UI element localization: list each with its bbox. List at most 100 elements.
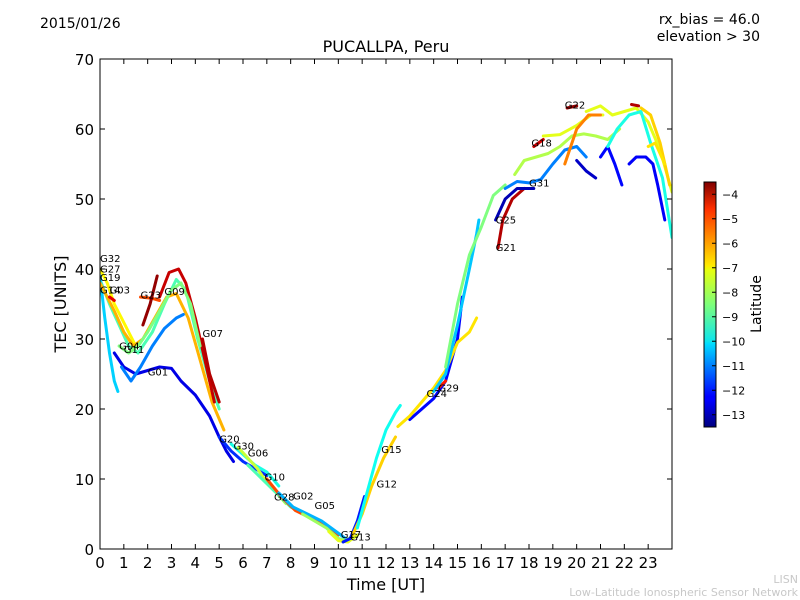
series-line-g12b bbox=[575, 159, 598, 180]
series-line-g23b bbox=[141, 274, 159, 327]
x-tick-label: 1 bbox=[119, 554, 129, 572]
x-tick-label: 0 bbox=[95, 554, 105, 572]
x-tick-label: 19 bbox=[543, 554, 562, 572]
series-line-g15 bbox=[355, 404, 402, 530]
series-line-g19 bbox=[100, 274, 120, 393]
series-line-g23c bbox=[646, 141, 667, 166]
satellite-label-g14: G14 bbox=[100, 286, 120, 297]
x-tick-label: 8 bbox=[286, 554, 296, 572]
series-line-g24 bbox=[408, 295, 464, 421]
satellite-label-g09: G09 bbox=[164, 287, 184, 298]
plot-area bbox=[100, 59, 672, 549]
receiver-info: rx_bias = 46.0 elevation > 30 bbox=[657, 12, 760, 46]
x-tick-label: 3 bbox=[167, 554, 177, 572]
series-line-g15b bbox=[630, 103, 641, 108]
satellite-label-g04: G04 bbox=[119, 342, 139, 353]
x-tick-label: 21 bbox=[591, 554, 610, 572]
credit-short: LISN bbox=[773, 573, 798, 586]
colorbar-ticks: −4 −5 −6 −7 −8 −9 −10 −11 −12 −13 bbox=[712, 188, 745, 422]
colorbar-tick-label: −10 bbox=[722, 335, 745, 348]
satellite-label-g31: G31 bbox=[529, 178, 549, 189]
y-tick-label: 10 bbox=[75, 471, 94, 489]
colorbar-tick-label: −11 bbox=[722, 360, 745, 373]
colorbar-tick-label: −7 bbox=[722, 262, 738, 275]
series-line-g25 bbox=[432, 218, 481, 393]
satellite-label-g28: G28 bbox=[274, 493, 294, 504]
series-line-g18b bbox=[532, 138, 545, 148]
y-tick-label: 60 bbox=[75, 121, 94, 139]
satellite-label-g01: G01 bbox=[148, 367, 168, 378]
x-tick-label: 22 bbox=[615, 554, 634, 572]
colorbar-tick-label: −4 bbox=[722, 188, 738, 201]
series-line-g29b bbox=[436, 379, 448, 390]
series-line-g07 bbox=[201, 337, 221, 404]
satellite-label-g30: G30 bbox=[234, 442, 254, 453]
colorbar-tick-label: −8 bbox=[722, 286, 738, 299]
colorbar-tick-label: −13 bbox=[722, 409, 745, 422]
satellite-label-g06: G06 bbox=[248, 449, 268, 460]
x-tick-label: 15 bbox=[448, 554, 467, 572]
elevation-label: elevation > 30 bbox=[656, 29, 760, 45]
series-line-g09 bbox=[158, 267, 216, 404]
series-line-g22c bbox=[584, 104, 672, 194]
satellite-label-g05: G05 bbox=[315, 501, 335, 512]
colorbar-tick-label: −5 bbox=[722, 213, 738, 226]
x-tick-label: 4 bbox=[191, 554, 201, 572]
x-tick-label: 10 bbox=[329, 554, 348, 572]
satellite-tracks bbox=[100, 103, 672, 544]
network-credit: LISN Low-Latitude Ionospheric Sensor Net… bbox=[569, 573, 798, 599]
y-tick-label: 30 bbox=[75, 331, 94, 349]
satellite-label-g22: G22 bbox=[565, 101, 585, 112]
satellite-label-g17: G17 bbox=[341, 530, 361, 541]
satellite-label-g20: G20 bbox=[219, 435, 239, 446]
series-line-g14b bbox=[606, 110, 672, 239]
satellite-label-g23: G23 bbox=[141, 290, 161, 301]
series-line-g10b bbox=[599, 145, 624, 187]
x-tick-label: 7 bbox=[262, 554, 272, 572]
x-tick-label: 20 bbox=[567, 554, 586, 572]
x-tick-label: 14 bbox=[424, 554, 443, 572]
satellite-label-g13: G13 bbox=[350, 533, 370, 544]
x-tick-label: 16 bbox=[472, 554, 491, 572]
x-tick-label: 17 bbox=[496, 554, 515, 572]
rx-bias-label: rx_bias = 46.0 bbox=[658, 12, 760, 28]
series-line-g21b bbox=[496, 187, 526, 250]
x-axis-label: Time [UT] bbox=[346, 575, 425, 594]
series-line-g31b bbox=[503, 145, 588, 190]
colorbar-tick-label: −6 bbox=[722, 237, 738, 250]
x-tick-label: 6 bbox=[238, 554, 248, 572]
x-tick-label: 12 bbox=[376, 554, 395, 572]
colorbar-tick-label: −9 bbox=[722, 311, 738, 324]
series-line-g22b bbox=[565, 104, 579, 110]
satellite-label-g32: G32 bbox=[100, 254, 120, 265]
satellite-label-g12: G12 bbox=[377, 479, 397, 490]
series-line-g02 bbox=[277, 491, 347, 540]
satellite-label-g29: G29 bbox=[438, 384, 458, 395]
x-tick-label: 11 bbox=[353, 554, 372, 572]
series-line-g04 bbox=[117, 281, 202, 355]
series-line-g09b bbox=[627, 155, 667, 222]
series-line-g18 bbox=[513, 127, 622, 176]
series-line-g29 bbox=[396, 316, 479, 428]
satellite-label-g25: G25 bbox=[496, 216, 516, 227]
satellite-label-g10: G10 bbox=[265, 472, 285, 483]
y-tick-label: 0 bbox=[84, 541, 94, 559]
x-axis: 0 1 2 3 4 5 6 7 8 9 10 11 12 13 14 15 16 17 18 19 20 21 22 23 bbox=[95, 59, 658, 572]
satellite-label-g07: G07 bbox=[203, 329, 223, 340]
x-tick-label: 9 bbox=[310, 554, 320, 572]
y-tick-label: 20 bbox=[75, 401, 94, 419]
y-axis-label: TEC [UNITS] bbox=[51, 256, 70, 354]
credit-full: Low-Latitude Ionospheric Sensor Network bbox=[569, 586, 798, 599]
satellite-label-g19: G19 bbox=[100, 273, 120, 284]
satellite-label-g11: G11 bbox=[124, 345, 144, 356]
satellite-label-g21: G21 bbox=[496, 243, 516, 254]
chart-title: PUCALLPA, Peru bbox=[323, 37, 450, 56]
y-tick-label: 70 bbox=[75, 51, 94, 69]
x-tick-label: 5 bbox=[214, 554, 224, 572]
colorbar-label: Latitude bbox=[749, 275, 765, 333]
series-line-g03 bbox=[108, 295, 116, 302]
satellite-label-g24: G24 bbox=[427, 389, 447, 400]
series-line-g11 bbox=[120, 313, 185, 383]
